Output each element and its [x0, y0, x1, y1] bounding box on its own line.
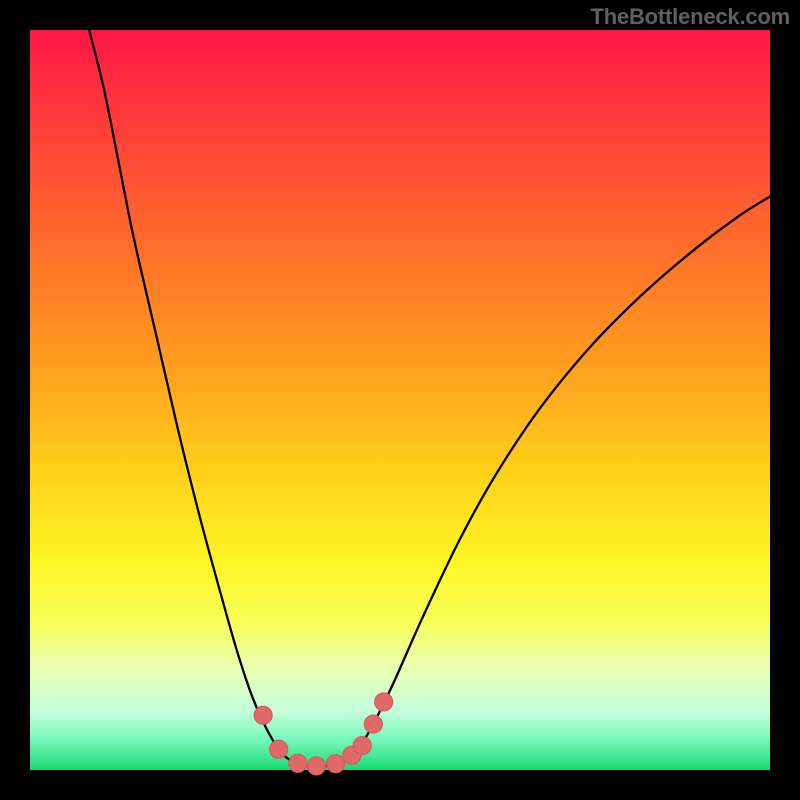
- curve-marker: [375, 693, 393, 711]
- plot-background-gradient: [30, 30, 770, 770]
- curve-marker: [254, 706, 272, 724]
- bottleneck-curve-chart: [0, 0, 800, 800]
- curve-marker: [289, 754, 307, 772]
- chart-container: TheBottleneck.com: [0, 0, 800, 800]
- watermark-text: TheBottleneck.com: [590, 4, 790, 30]
- curve-marker: [307, 757, 325, 775]
- curve-marker: [327, 755, 345, 773]
- curve-marker: [270, 740, 288, 758]
- curve-marker: [364, 715, 382, 733]
- curve-marker: [353, 737, 371, 755]
